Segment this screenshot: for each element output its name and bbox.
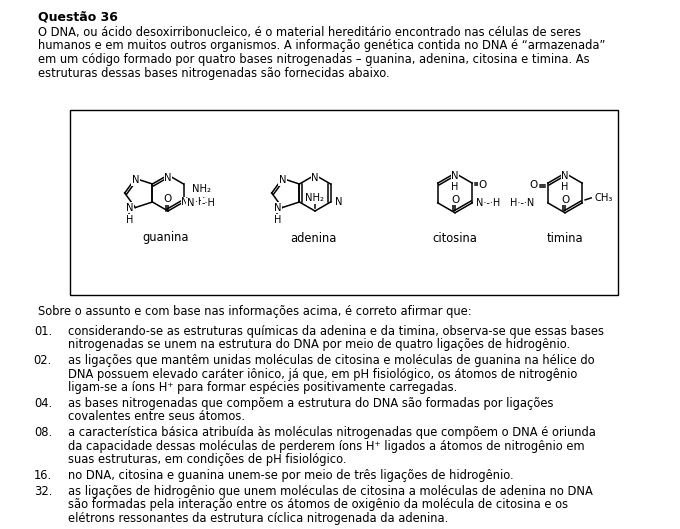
Text: DNA possuem elevado caráter iônico, já que, em pH fisiológico, os átomos de nitr: DNA possuem elevado caráter iônico, já q… [68,368,577,380]
Text: H: H [126,215,133,225]
Text: O: O [561,195,569,205]
Text: N: N [335,197,342,207]
Text: adenina: adenina [290,232,336,244]
Text: considerando-se as estruturas químicas da adenina e da timina, observa-se que es: considerando-se as estruturas químicas d… [68,325,604,338]
Text: as bases nitrogenadas que compõem a estrutura do DNA são formadas por ligações: as bases nitrogenadas que compõem a estr… [68,397,554,410]
Text: suas estruturas, em condições de pH fisiológico.: suas estruturas, em condições de pH fisi… [68,453,347,466]
Text: 32.: 32. [33,485,52,498]
Text: elétrons ressonantes da estrutura cíclica nitrogenada da adenina.: elétrons ressonantes da estrutura cíclic… [68,512,448,525]
Text: nitrogenadas se unem na estrutura do DNA por meio de quatro ligações de hidrogên: nitrogenadas se unem na estrutura do DNA… [68,338,570,351]
Text: N·-·H: N·-·H [476,198,500,208]
Text: O: O [478,180,486,190]
Text: no DNA, citosina e guanina unem-se por meio de três ligações de hidrogênio.: no DNA, citosina e guanina unem-se por m… [68,469,513,482]
Text: 01.: 01. [34,325,52,338]
Text: H: H [273,215,281,225]
Text: a característica básica atribuída às moléculas nitrogenadas que compõem o DNA é : a característica básica atribuída às mol… [68,426,596,440]
Text: as ligações que mantêm unidas moléculas de citosina e moléculas de guanina na hé: as ligações que mantêm unidas moléculas … [68,354,594,368]
Text: O: O [451,195,459,205]
Text: NH₂: NH₂ [192,184,211,194]
Text: ligam-se a íons H⁺ para formar espécies positivamente carregadas.: ligam-se a íons H⁺ para formar espécies … [68,381,457,394]
Text: N: N [279,176,286,186]
Text: 04.: 04. [34,397,52,410]
Text: O: O [530,180,538,190]
Text: em um código formado por quatro bases nitrogenadas – guanina, adenina, citosina : em um código formado por quatro bases ni… [38,53,590,66]
Text: N: N [561,171,568,181]
Text: Sobre o assunto e com base nas informações acima, é correto afirmar que:: Sobre o assunto e com base nas informaçõ… [38,305,472,318]
Text: N: N [186,198,194,208]
Text: 02.: 02. [34,354,52,368]
Text: covalentes entre seus átomos.: covalentes entre seus átomos. [68,410,245,423]
Bar [70,110,618,295]
Text: H·-·N: H·-·N [509,198,534,208]
Text: timina: timina [547,232,583,244]
Text: citosina: citosina [432,232,477,244]
Text: N: N [452,171,459,181]
Text: CH₃: CH₃ [594,193,613,203]
Text: 16.: 16. [34,469,52,482]
Text: N: N [165,173,172,183]
Text: humanos e em muitos outros organismos. A informação genética contida no DNA é “a: humanos e em muitos outros organismos. A… [38,40,605,52]
Text: NH₂: NH₂ [305,193,324,203]
Text: H: H [452,182,459,192]
Text: guanina: guanina [143,232,189,244]
Text: O: O [164,194,172,204]
Text: N: N [311,173,319,183]
Text: H: H [561,182,568,192]
Text: as ligações de hidrogênio que unem moléculas de citosina a moléculas de adenina : as ligações de hidrogênio que unem moléc… [68,485,593,498]
Text: estruturas dessas bases nitrogenadas são fornecidas abaixo.: estruturas dessas bases nitrogenadas são… [38,67,390,79]
Text: N: N [126,203,133,213]
Text: N·-·H: N·-·H [182,197,206,207]
Text: N: N [273,203,281,213]
Text: -·H: -·H [201,198,216,208]
Text: são formadas pela interação entre os átomos de oxigênio da molécula de citosina : são formadas pela interação entre os áto… [68,498,568,512]
Text: Questão 36: Questão 36 [38,10,118,23]
Text: N: N [131,176,139,186]
Text: da capacidade dessas moléculas de perderem íons H⁺ ligados a átomos de nitrogêni: da capacidade dessas moléculas de perder… [68,440,585,453]
Text: O DNA, ou ácido desoxirribonucleico, é o material hereditário encontrado nas cél: O DNA, ou ácido desoxirribonucleico, é o… [38,26,581,39]
Text: 08.: 08. [34,426,52,440]
